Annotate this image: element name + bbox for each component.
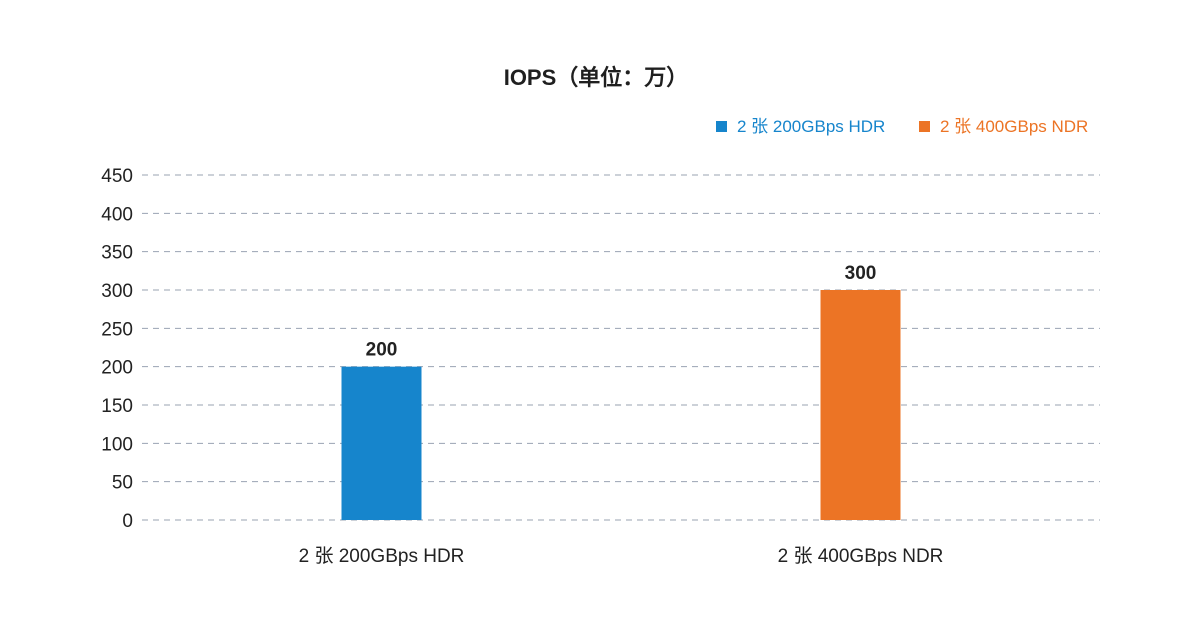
axes: 0 50 100 150 200 250 300 350 400 450 2 张 200GBps H… xyxy=(101,166,943,567)
y-tick-label-100: 100 xyxy=(101,434,133,455)
y-tick-label-150: 150 xyxy=(101,396,133,417)
chart-title: IOPS（单位：万） xyxy=(504,65,689,90)
labels: 200 300 xyxy=(366,263,877,361)
y-tick-label-350: 350 xyxy=(101,243,133,264)
y-tick-label-0: 0 xyxy=(122,511,133,532)
bar-1 xyxy=(820,290,901,520)
y-tick-label-300: 300 xyxy=(101,281,133,302)
legend-swatch-1 xyxy=(919,121,930,132)
bars xyxy=(341,290,901,520)
bar-0 xyxy=(341,366,422,520)
y-tick-label-250: 250 xyxy=(101,319,133,340)
x-tick-label-0: 2 张 200GBps HDR xyxy=(299,545,465,567)
legend-label-1: 2 张 400GBps NDR xyxy=(940,117,1088,136)
y-tick-label-200: 200 xyxy=(101,358,133,379)
y-tick-label-50: 50 xyxy=(112,473,133,494)
data-label-0: 200 xyxy=(366,340,398,361)
grid xyxy=(142,174,1100,521)
data-label-1: 300 xyxy=(845,263,877,284)
legend: 2 张 200GBps HDR 2 张 400GBps NDR xyxy=(716,117,1088,136)
y-tick-label-400: 400 xyxy=(101,204,133,225)
x-tick-label-1: 2 张 400GBps NDR xyxy=(778,545,944,567)
legend-swatch-0 xyxy=(716,121,727,132)
y-tick-label-450: 450 xyxy=(101,166,133,187)
legend-label-0: 2 张 200GBps HDR xyxy=(737,117,885,136)
